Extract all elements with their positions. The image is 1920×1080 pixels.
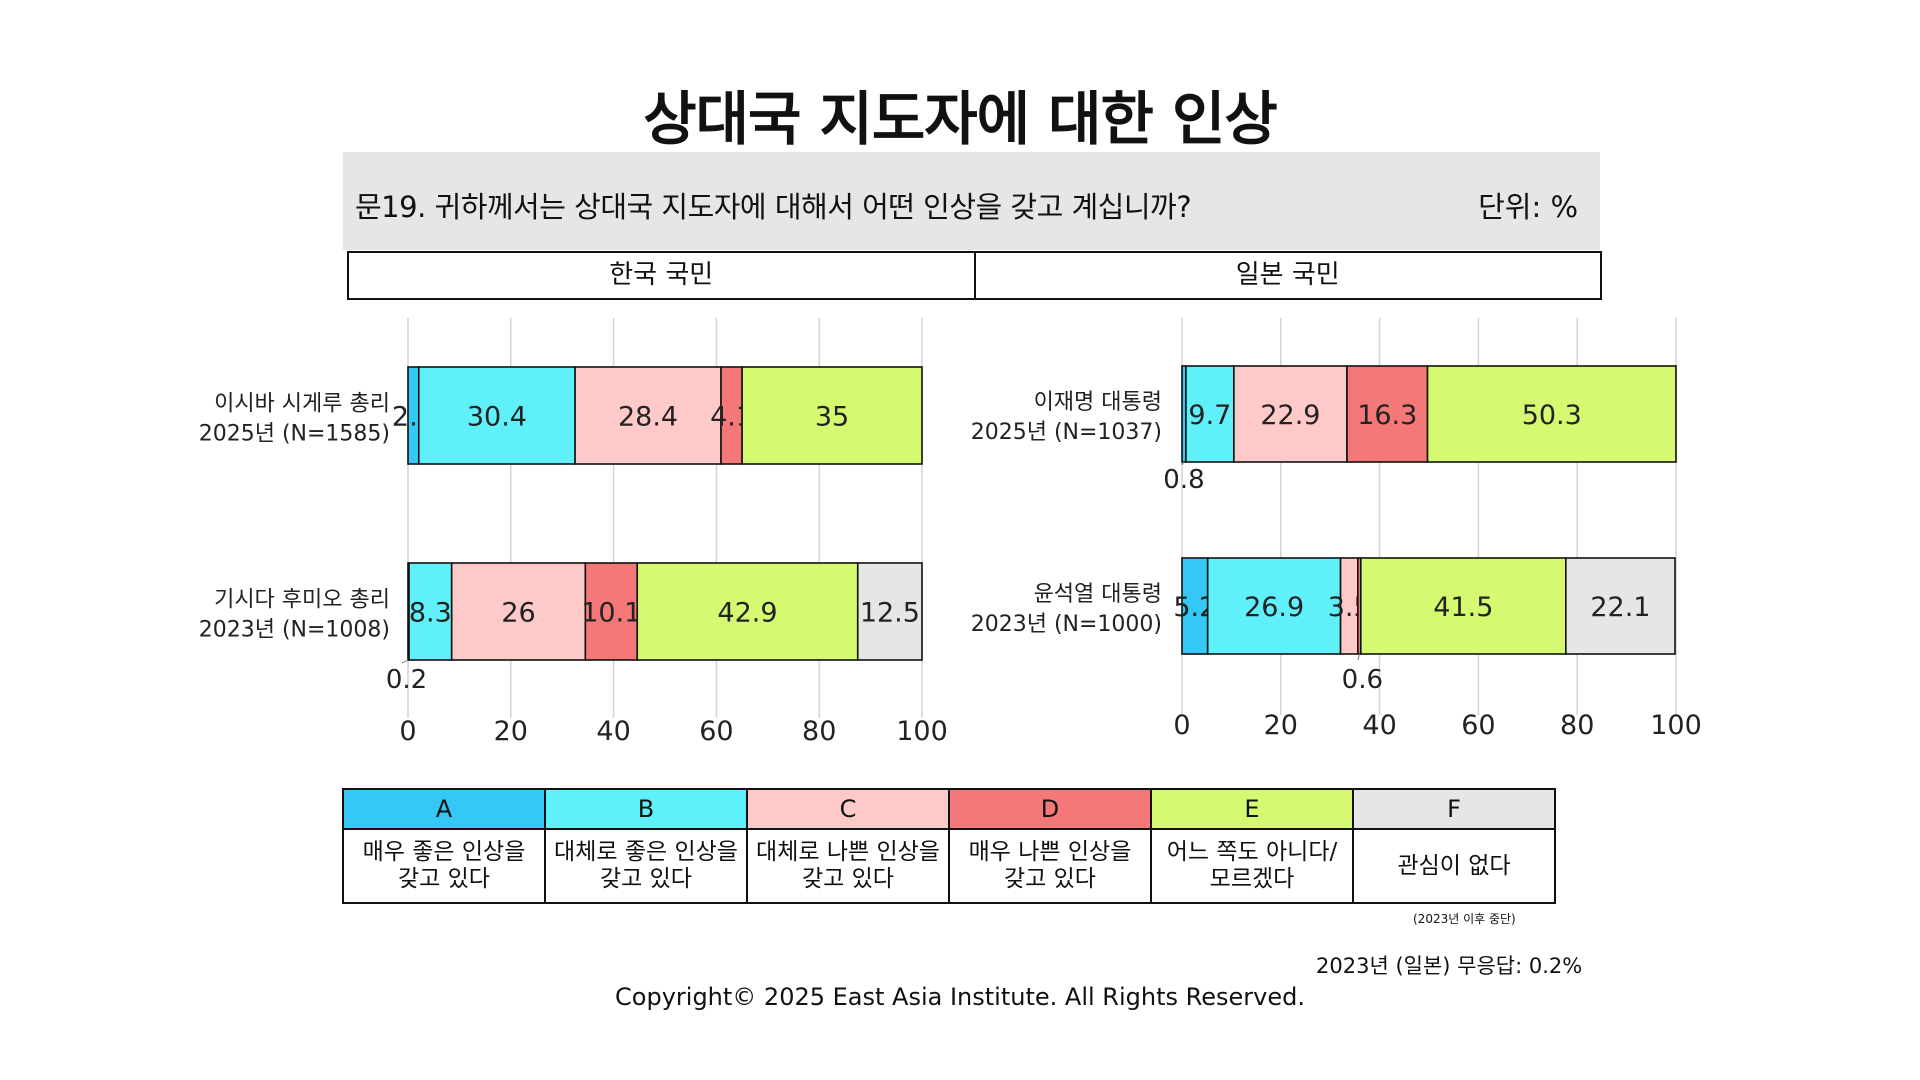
legend-desc-b: 대체로 좋은 인상을 갖고 있다	[544, 828, 748, 904]
bar-segment	[1185, 365, 1235, 463]
category-label: 2025년 (N=1585)	[199, 422, 390, 447]
bar-segment	[1346, 365, 1429, 463]
category-label: 2025년 (N=1037)	[971, 420, 1162, 445]
panel-header-korea: 한국 국민	[609, 260, 714, 290]
legend-key-a: A	[342, 788, 546, 830]
x-tick-label: 80	[1560, 710, 1594, 741]
x-tick-label: 60	[1461, 710, 1495, 741]
data-label: 30.4	[467, 402, 527, 433]
x-tick-label: 0	[399, 716, 416, 747]
data-label: 9.7	[1188, 400, 1231, 431]
data-label: 35	[815, 402, 849, 433]
unit-label: 단위: %	[1478, 190, 1578, 224]
x-tick-label: 60	[699, 716, 733, 747]
legend-key-c: C	[746, 788, 950, 830]
data-label: 41.5	[1433, 592, 1493, 623]
data-label: 8.3	[409, 598, 452, 629]
bar-segment	[574, 366, 722, 465]
data-label: 28.4	[618, 402, 678, 433]
panel-header-row: 한국 국민 일본 국민	[347, 251, 1602, 300]
category-label: 윤석열 대통령	[1034, 582, 1162, 607]
legend-desc-text: 매우 나쁜 인상을 갖고 있다	[968, 839, 1132, 892]
bar-segment	[408, 562, 453, 661]
question-box: 문19. 귀하께서는 상대국 지도자에 대해서 어떤 인상을 갖고 계십니까? …	[343, 152, 1600, 250]
data-label: 22.9	[1260, 400, 1320, 431]
category-label: 2023년 (N=1008)	[199, 618, 390, 643]
legend-desc-e: 어느 쪽도 아니다/ 모르겠다	[1150, 828, 1354, 904]
legend-key-e: E	[1150, 788, 1354, 830]
data-label: 12.5	[860, 598, 920, 629]
data-label: 22.1	[1590, 592, 1650, 623]
bar-segment	[417, 366, 576, 465]
category-label: 기시다 후미오 총리	[214, 588, 390, 613]
bar-segment	[1565, 557, 1676, 655]
legend-key-f: F	[1352, 788, 1556, 830]
bar-segment	[1426, 365, 1677, 463]
legend-key-b: B	[544, 788, 748, 830]
data-label: 26.9	[1244, 592, 1304, 623]
x-tick-label: 100	[896, 716, 948, 747]
bar-segment	[856, 562, 923, 661]
data-label: 10.1	[581, 598, 641, 629]
leader-line	[401, 659, 409, 664]
data-label: 26	[501, 598, 535, 629]
legend-key-d: D	[948, 788, 1152, 830]
legend-desc-text: 관심이 없다	[1397, 852, 1511, 879]
legend-desc-a: 매우 좋은 인상을 갖고 있다	[342, 828, 546, 904]
leader-line	[1357, 653, 1360, 661]
bar-segment	[1206, 557, 1342, 655]
question-text: 문19. 귀하께서는 상대국 지도자에 대해서 어떤 인상을 갖고 계십니까?	[355, 190, 1192, 224]
chart-title: 상대국 지도자에 대한 인상	[643, 85, 1278, 153]
x-tick-label: 80	[802, 716, 836, 747]
legend-desc-f: 관심이 없다	[1352, 828, 1556, 904]
legend-desc-text: 대체로 나쁜 인상을 갖고 있다	[756, 839, 940, 892]
x-tick-label: 40	[1362, 710, 1396, 741]
legend-table: A B C D E F 매우 좋은 인상을 갖고 있다 대체로 좋은 인상을 갖…	[342, 788, 1556, 904]
copyright-text: Copyright© 2025 East Asia Institute. All…	[615, 983, 1305, 1011]
data-label: 16.3	[1357, 400, 1417, 431]
x-tick-label: 20	[1264, 710, 1298, 741]
x-tick-label: 100	[1650, 710, 1702, 741]
no-response-note: 2023년 (일본) 무응답: 0.2%	[1316, 954, 1583, 978]
category-label: 이재명 대통령	[1034, 390, 1162, 415]
data-label: 0.8	[1163, 465, 1204, 495]
data-label: 0.2	[386, 665, 427, 695]
leader-line	[1181, 461, 1185, 466]
legend-desc-d: 매우 나쁜 인상을 갖고 있다	[948, 828, 1152, 904]
data-label: 0.6	[1342, 665, 1383, 695]
category-label: 이시바 시게루 총리	[214, 392, 390, 417]
bar-segment	[1233, 365, 1348, 463]
bar-segment	[741, 366, 923, 465]
panel-header-japan: 일본 국민	[973, 253, 1601, 298]
legend-desc-text: 어느 쪽도 아니다/ 모르겠다	[1166, 839, 1338, 892]
category-label: 2023년 (N=1000)	[971, 612, 1162, 637]
bar-segment	[636, 562, 859, 661]
data-label: 42.9	[717, 598, 777, 629]
legend-f-footnote: (2023년 이후 중단)	[1413, 912, 1516, 926]
x-tick-label: 40	[596, 716, 630, 747]
x-tick-label: 20	[494, 716, 528, 747]
legend-desc-text: 매우 좋은 인상을 갖고 있다	[362, 839, 526, 892]
x-tick-label: 0	[1173, 710, 1190, 741]
legend-desc-c: 대체로 나쁜 인상을 갖고 있다	[746, 828, 950, 904]
data-label: 50.3	[1522, 400, 1582, 431]
legend-desc-text: 대체로 좋은 인상을 갖고 있다	[554, 839, 738, 892]
bar-segment	[450, 562, 587, 661]
